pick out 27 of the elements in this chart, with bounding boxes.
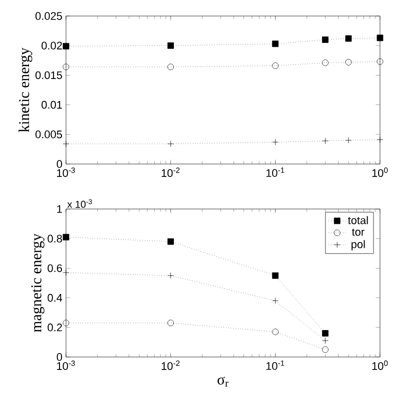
legend-label: tor <box>352 228 364 236</box>
y-tick-label: 0.015 <box>35 71 62 80</box>
y-axis-title: magnetic energy <box>31 234 44 332</box>
x-tick-label: 10$^{-2}$ <box>162 168 180 177</box>
y-tick-label: 0.01 <box>42 100 62 109</box>
y-tick-label: 0.2 <box>48 324 62 332</box>
y-axis-title: kinetic energy <box>18 48 32 132</box>
x-axis-title: σ$_{r}$ <box>218 376 228 387</box>
y-tick-label: 0.025 <box>35 12 62 20</box>
y-tick-label: 1 <box>57 205 62 213</box>
x-tick-label: 10$^{0}$ <box>372 168 388 177</box>
x-tick-label: 10$^{0}$ <box>372 360 388 370</box>
y-tick-label: 0.6 <box>48 264 62 272</box>
y-tick-label: 0.005 <box>35 130 62 138</box>
legend-label: pol <box>352 240 365 250</box>
text: x 10$^{-3}$ <box>67 199 92 208</box>
x-tick-label: 10$^{-2}$ <box>162 360 180 370</box>
y-tick-label: 0 <box>56 160 62 168</box>
legend-label: total <box>348 216 368 224</box>
x-tick-label: 10$^{-3}$ <box>57 168 75 177</box>
x-tick-label: 10$^{-1}$ <box>266 168 284 177</box>
x-tick-label: 10$^{-3}$ <box>57 360 75 370</box>
y-tick-label: 0.02 <box>42 42 62 50</box>
y-tick-label: 0.4 <box>48 294 62 302</box>
x-tick-label: 10$^{-1}$ <box>266 360 284 370</box>
y-tick-label: 0 <box>56 353 62 361</box>
y-tick-label: 0.8 <box>48 234 62 242</box>
